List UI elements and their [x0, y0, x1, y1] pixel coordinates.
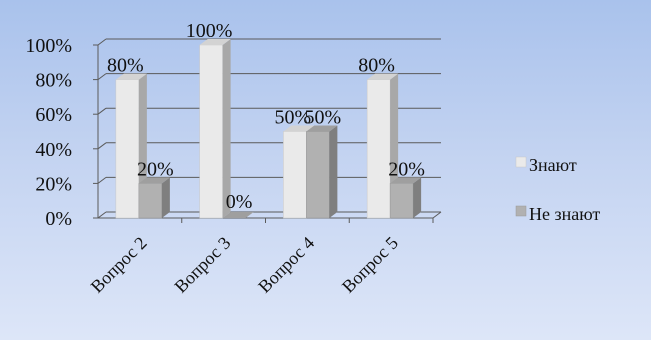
- y-tick-label: 100%: [25, 35, 72, 57]
- bar-side-face: [329, 125, 338, 218]
- legend-label-dont-know: Не знают: [529, 204, 600, 224]
- bar-top-face: [283, 125, 315, 132]
- bar-front-face: [283, 131, 307, 219]
- bar-top-face: [115, 73, 147, 80]
- bar-side-face: [161, 177, 170, 218]
- y-tick-label: 20%: [35, 173, 72, 195]
- x-axis-category-labels: Вопрос 2 Вопрос 3 Вопрос 4 Вопрос 5: [87, 233, 402, 297]
- legend: Знают Не знают: [515, 155, 600, 224]
- data-label: 80%: [107, 55, 144, 77]
- data-label: 50%: [305, 107, 342, 129]
- category-label: Вопрос 2: [87, 233, 151, 297]
- tick-connector: [97, 73, 107, 80]
- legend-item-know: Знают: [515, 155, 577, 175]
- bar-front-face: [115, 79, 140, 219]
- tick-connector: [97, 176, 107, 184]
- bar-top-face: [306, 125, 338, 132]
- tick-connector: [97, 142, 107, 150]
- data-label: 20%: [388, 158, 425, 180]
- y-tick-label: 80%: [35, 70, 72, 92]
- bar-top-face: [390, 177, 422, 184]
- data-label: 80%: [358, 55, 395, 77]
- bar-front-face: [366, 79, 391, 219]
- bar-top-face: [199, 39, 231, 45]
- legend-item-dont-know: Не знают: [515, 204, 600, 224]
- bar-top-face: [222, 212, 254, 218]
- tick-connector: [97, 38, 107, 46]
- y-axis-tick-labels: 0% 20% 40% 60% 80% 100%: [25, 35, 72, 230]
- data-label: 0%: [226, 191, 253, 213]
- bar: [199, 39, 231, 219]
- bar: [306, 125, 338, 219]
- category-label: Вопрос 3: [170, 233, 234, 297]
- data-label: 100%: [186, 20, 233, 42]
- bar: [389, 177, 422, 219]
- tick-connector: [97, 107, 107, 115]
- category-label: Вопрос 4: [254, 233, 318, 297]
- y-tick-label: 0%: [45, 208, 72, 230]
- category-label: Вопрос 5: [338, 233, 402, 297]
- legend-swatch-know: [515, 156, 527, 168]
- data-label: 50%: [275, 107, 312, 129]
- bars: [115, 39, 422, 219]
- y-tick-label: 40%: [35, 139, 72, 161]
- y-tick-label: 60%: [35, 104, 72, 126]
- data-label: 20%: [137, 158, 174, 180]
- bar-front-face: [199, 44, 223, 219]
- bar-side-face: [413, 177, 422, 218]
- legend-swatch-dont-know: [515, 205, 527, 217]
- bar-front-face: [306, 131, 330, 219]
- bar-front-face: [389, 183, 414, 219]
- bar: [138, 177, 170, 219]
- tick-connector: [97, 211, 107, 219]
- bar: [222, 212, 254, 218]
- bar-side-face: [222, 39, 231, 218]
- data-labels: 80% 20% 100% 0% 50%50% 80% 20%: [107, 20, 425, 213]
- floor-right-edge: [432, 211, 442, 219]
- bar-top-face: [138, 177, 170, 184]
- legend-label-know: Знают: [529, 155, 577, 175]
- bar-top-face: [367, 73, 399, 80]
- bar-front-face: [138, 183, 163, 219]
